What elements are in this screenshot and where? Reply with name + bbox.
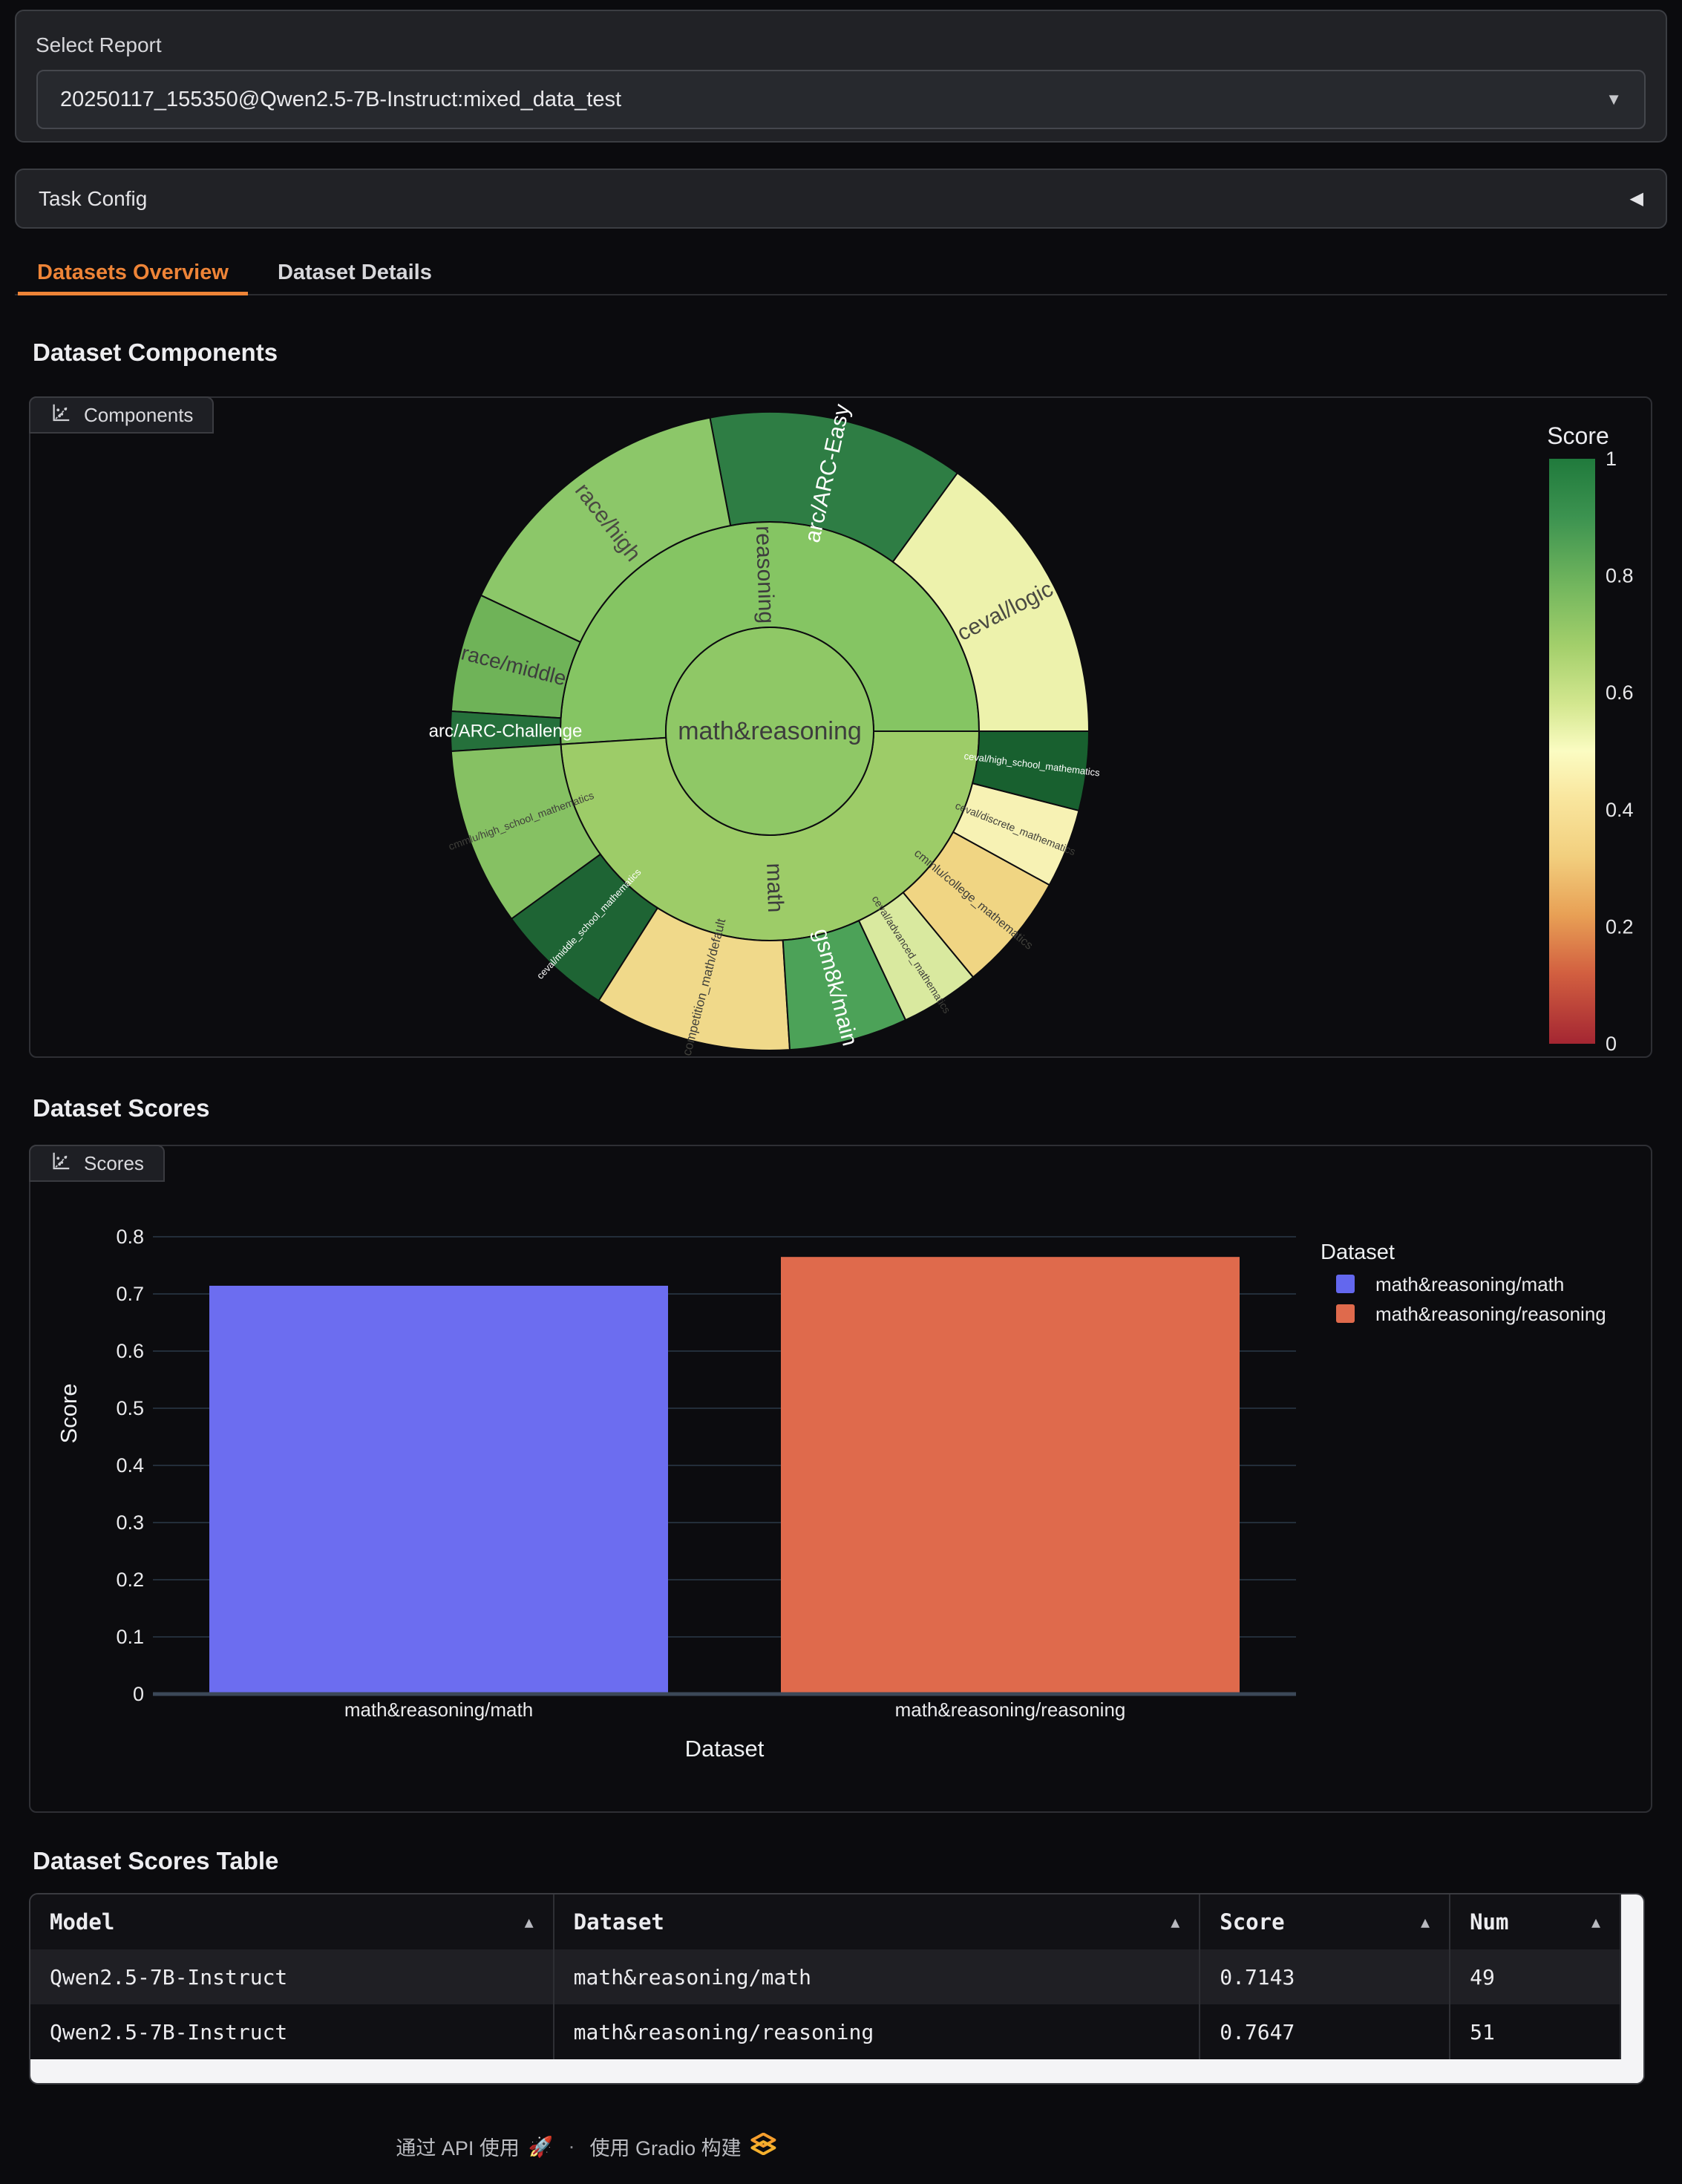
y-tick-label: 0.1 <box>116 1626 144 1648</box>
y-axis-title: Score <box>56 1384 82 1444</box>
scores-panel-tab[interactable]: Scores <box>29 1145 165 1182</box>
sunburst-segment-race/high[interactable] <box>480 416 732 644</box>
column-header-num[interactable]: Num ▲ <box>1450 1894 1621 1949</box>
table-heading: Dataset Scores Table <box>33 1847 279 1874</box>
report-dropdown-value: 20250117_155350@Qwen2.5-7B-Instruct:mixe… <box>60 87 622 111</box>
sunburst-segment-ceval/high_school_mathematics[interactable] <box>971 730 1090 812</box>
y-tick-label: 0.3 <box>116 1511 144 1534</box>
colorbar-title: Score <box>1547 422 1609 449</box>
table-cell: 0.7647 <box>1200 2004 1451 2059</box>
table-horizontal-scrollbar[interactable] <box>30 2059 1643 2083</box>
task-config-label: Task Config <box>39 186 148 210</box>
y-tick-label: 0.7 <box>116 1283 144 1305</box>
column-header-dataset[interactable]: Dataset ▲ <box>554 1894 1201 1949</box>
sort-arrow-icon[interactable]: ▲ <box>1591 1913 1600 1931</box>
y-tick-label: 0.6 <box>116 1340 144 1362</box>
legend-swatch[interactable] <box>1336 1275 1355 1293</box>
table-cell: math&reasoning/reasoning <box>554 2004 1201 2059</box>
accordion-collapse-icon: ◀ <box>1629 189 1643 209</box>
table-row: Qwen2.5-7B-Instruct math&reasoning/reason… <box>30 2004 1621 2059</box>
column-header-label: Model <box>50 1909 115 1935</box>
sunburst-label: math <box>762 863 788 913</box>
dropdown-caret-icon: ▼ <box>1606 90 1622 108</box>
colorbar-tick: 0.8 <box>1606 565 1634 587</box>
y-tick-label: 0.5 <box>116 1397 144 1419</box>
table-cell: 0.7143 <box>1200 1949 1451 2004</box>
sunburst-label: arc/ARC-Challenge <box>429 722 583 742</box>
column-header-label: Dataset <box>573 1909 664 1935</box>
sort-arrow-icon[interactable]: ▲ <box>1171 1913 1180 1931</box>
footer-built-text[interactable]: 使用 Gradio 构建 <box>589 2137 742 2160</box>
legend-swatch[interactable] <box>1336 1304 1355 1323</box>
sunburst-center[interactable] <box>665 627 874 836</box>
tab-dataset-details[interactable]: Dataset Details <box>277 261 432 284</box>
scores-panel: Scores 0 0.1 0.2 0.3 0.4 0.5 0.6 0.7 0.8 math&rea… <box>29 1145 1652 1813</box>
colorbar-tick: 0 <box>1606 1033 1617 1055</box>
bar-chart[interactable]: 0 0.1 0.2 0.3 0.4 0.5 0.6 0.7 0.8 math&reasoning/… <box>30 1146 1651 1811</box>
sunburst-chart[interactable]: reasoning ceval/logicarc/ARC-Easyrace/hig… <box>30 398 1651 1056</box>
x-tick-label: math&reasoning/math <box>344 1699 533 1721</box>
sort-arrow-icon[interactable]: ▲ <box>524 1913 534 1931</box>
scores-table: Model ▲ Dataset ▲ Score ▲ Num ▲ Qwen2.5-7B-Instr… <box>29 1893 1645 2085</box>
y-tick-label: 0 <box>133 1683 144 1705</box>
colorbar-tick: 1 <box>1606 448 1617 470</box>
table-header-row: Model ▲ Dataset ▲ Score ▲ Num ▲ <box>30 1894 1621 1949</box>
footer-api-text[interactable]: 通过 API 使用 <box>396 2137 520 2160</box>
table-cell: 49 <box>1450 1949 1621 2004</box>
tab-bar: Datasets Overview Dataset Details <box>15 254 1667 295</box>
column-header-label: Num <box>1470 1909 1509 1935</box>
scatter-chart-icon <box>50 402 72 429</box>
components-panel-tab[interactable]: Components <box>29 396 215 434</box>
table-vertical-scrollbar[interactable] <box>1621 1894 1643 2083</box>
scatter-chart-icon <box>50 1150 72 1177</box>
tab-datasets-overview[interactable]: Datasets Overview <box>18 254 248 295</box>
colorbar <box>1549 459 1595 1044</box>
table-cell: Qwen2.5-7B-Instruct <box>30 1949 554 2004</box>
y-tick-label: 0.4 <box>116 1454 144 1477</box>
colorbar-tick: 0.6 <box>1606 681 1634 704</box>
column-header-model[interactable]: Model ▲ <box>30 1894 554 1949</box>
colorbar-tick: 0.2 <box>1606 915 1634 938</box>
sunburst-segment-ceval/logic[interactable] <box>891 471 1090 732</box>
components-heading: Dataset Components <box>33 339 278 366</box>
sort-arrow-icon[interactable]: ▲ <box>1421 1913 1430 1931</box>
y-tick-label: 0.8 <box>116 1226 144 1248</box>
column-header-label: Score <box>1220 1909 1285 1935</box>
table-grid: Model ▲ Dataset ▲ Score ▲ Num ▲ Qwen2.5-7B-Instr… <box>30 1894 1621 2059</box>
legend-title: Dataset <box>1321 1240 1395 1264</box>
bar-math&reasoning/math[interactable] <box>209 1285 668 1694</box>
components-panel-tab-label: Components <box>84 403 194 426</box>
y-tick-label: 0.2 <box>116 1569 144 1591</box>
gradio-logo-icon <box>750 2132 777 2160</box>
footer: 通过 API 使用 🚀 · 使用 Gradio 构建 <box>396 2132 776 2161</box>
sunburst-label: reasoning <box>751 526 779 624</box>
scores-heading: Dataset Scores <box>33 1094 210 1122</box>
bar-math&reasoning/reasoning[interactable] <box>781 1257 1240 1694</box>
sunburst-center-label: math&reasoning <box>678 717 862 745</box>
report-selector-card: Select Report 20250117_155350@Qwen2.5-7B… <box>15 10 1667 143</box>
report-dropdown[interactable]: 20250117_155350@Qwen2.5-7B-Instruct:mixe… <box>36 70 1646 129</box>
footer-separator: · <box>568 2135 575 2157</box>
colorbar-tick: 0.4 <box>1606 799 1634 821</box>
scores-panel-tab-label: Scores <box>84 1151 144 1174</box>
table-cell: math&reasoning/math <box>554 1949 1201 2004</box>
task-config-accordion[interactable]: Task Config ◀ <box>15 169 1667 229</box>
table-cell: 51 <box>1450 2004 1621 2059</box>
legend-entry-label[interactable]: math&reasoning/reasoning <box>1375 1303 1606 1325</box>
rocket-icon: 🚀 <box>528 2135 554 2158</box>
x-axis-title: Dataset <box>685 1736 765 1762</box>
column-header-score[interactable]: Score ▲ <box>1200 1894 1451 1949</box>
components-panel: Components reasoning ceval/logic arc/ARC-E… <box>29 396 1652 1058</box>
table-cell: Qwen2.5-7B-Instruct <box>30 2004 554 2059</box>
table-row: Qwen2.5-7B-Instruct math&reasoning/math 0.… <box>30 1949 1621 2004</box>
legend-entry-label[interactable]: math&reasoning/math <box>1375 1273 1564 1295</box>
report-selector-label: Select Report <box>36 33 162 56</box>
x-tick-label: math&reasoning/reasoning <box>895 1699 1126 1721</box>
